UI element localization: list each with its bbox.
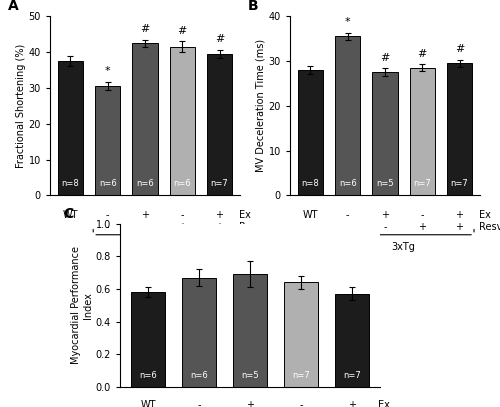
Bar xyxy=(182,278,216,387)
Y-axis label: Myocardial Performance
Index: Myocardial Performance Index xyxy=(71,246,93,364)
Text: +: + xyxy=(216,210,224,220)
Bar xyxy=(298,70,323,195)
Bar xyxy=(232,274,268,387)
Text: WT: WT xyxy=(62,210,78,220)
Text: -: - xyxy=(346,210,350,220)
Text: #: # xyxy=(215,34,224,44)
Bar xyxy=(58,61,83,195)
Text: *: * xyxy=(345,18,350,27)
Text: #: # xyxy=(380,53,390,63)
Text: n=8: n=8 xyxy=(302,179,320,188)
Text: Ex: Ex xyxy=(478,210,490,220)
Text: Ex: Ex xyxy=(238,210,250,220)
Text: WT: WT xyxy=(140,400,156,407)
Text: n=6: n=6 xyxy=(339,179,356,188)
Text: +: + xyxy=(456,222,464,232)
Text: +: + xyxy=(348,400,356,407)
Text: Ex: Ex xyxy=(378,400,390,407)
Bar xyxy=(95,86,120,195)
Bar xyxy=(284,282,318,387)
Text: n=7: n=7 xyxy=(292,371,310,380)
Bar xyxy=(130,292,166,387)
Text: +: + xyxy=(418,222,426,232)
Bar xyxy=(334,294,370,387)
Text: n=6: n=6 xyxy=(190,371,208,380)
Text: +: + xyxy=(246,400,254,407)
Text: -: - xyxy=(384,222,387,232)
Text: -: - xyxy=(346,222,350,232)
Text: B: B xyxy=(248,0,259,13)
Text: +: + xyxy=(141,210,149,220)
Text: -: - xyxy=(299,400,302,407)
Text: +: + xyxy=(216,222,224,232)
Text: -: - xyxy=(180,210,184,220)
Text: n=5: n=5 xyxy=(241,371,259,380)
Text: Resv: Resv xyxy=(238,222,262,232)
Text: n=5: n=5 xyxy=(376,179,394,188)
Text: n=6: n=6 xyxy=(139,371,157,380)
Text: n=7: n=7 xyxy=(414,179,431,188)
Text: n=6: n=6 xyxy=(136,179,154,188)
Text: -: - xyxy=(106,222,110,232)
Bar xyxy=(410,68,435,195)
Text: -: - xyxy=(106,210,110,220)
Text: n=6: n=6 xyxy=(99,179,116,188)
Text: A: A xyxy=(8,0,19,13)
Text: +: + xyxy=(381,210,389,220)
Y-axis label: MV Deceleration Time (ms): MV Deceleration Time (ms) xyxy=(256,39,266,173)
Bar xyxy=(170,47,195,195)
Text: #: # xyxy=(140,24,149,34)
Text: n=6: n=6 xyxy=(174,179,191,188)
Text: -: - xyxy=(144,222,147,232)
Text: 3xTg: 3xTg xyxy=(152,242,176,252)
Text: n=7: n=7 xyxy=(450,179,468,188)
Text: +: + xyxy=(178,222,186,232)
Text: Resv: Resv xyxy=(478,222,500,232)
Text: -: - xyxy=(420,210,424,220)
Text: #: # xyxy=(418,49,427,59)
Y-axis label: Fractional Shortening (%): Fractional Shortening (%) xyxy=(16,44,26,168)
Text: #: # xyxy=(455,44,464,54)
Text: n=8: n=8 xyxy=(62,179,80,188)
Text: +: + xyxy=(456,210,464,220)
Bar xyxy=(335,37,360,195)
Bar xyxy=(207,54,232,195)
Text: -: - xyxy=(198,400,201,407)
Text: n=7: n=7 xyxy=(210,179,228,188)
Text: n=7: n=7 xyxy=(343,371,361,380)
Text: *: * xyxy=(105,66,110,77)
Bar xyxy=(132,43,158,195)
Bar xyxy=(372,72,398,195)
Text: #: # xyxy=(178,26,187,36)
Text: C: C xyxy=(63,207,73,221)
Text: WT: WT xyxy=(302,210,318,220)
Text: 3xTg: 3xTg xyxy=(392,242,415,252)
Bar xyxy=(447,63,472,195)
